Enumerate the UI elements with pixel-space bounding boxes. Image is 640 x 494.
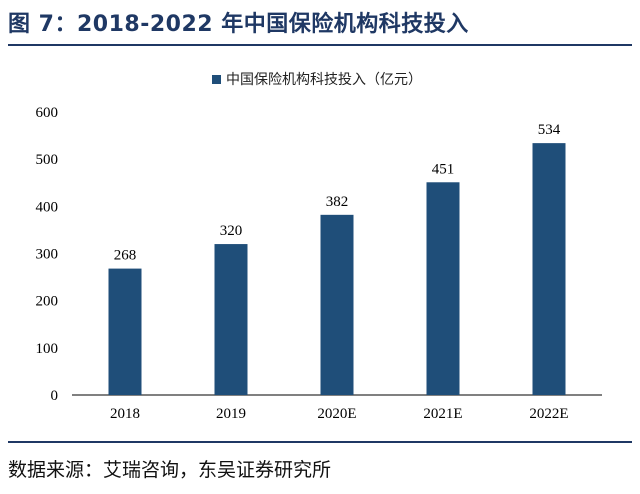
bar bbox=[426, 182, 460, 395]
bar bbox=[532, 143, 566, 395]
data-labels: 268 320 382 451 534 bbox=[114, 122, 561, 263]
data-label: 320 bbox=[220, 223, 243, 239]
x-axis: 2018 2019 2020E 2021E 2022E bbox=[72, 394, 602, 422]
y-tick-label: 300 bbox=[36, 247, 59, 263]
x-tick-label: 2020E bbox=[317, 406, 356, 422]
bar bbox=[320, 214, 354, 395]
x-tick-label: 2021E bbox=[423, 406, 462, 422]
data-label: 534 bbox=[538, 122, 561, 138]
source-note: 数据来源：艾瑞咨询，东吴证券研究所 bbox=[8, 459, 332, 481]
y-tick-label: 600 bbox=[36, 105, 59, 121]
chart-legend: 中国保险机构科技投入（亿元） bbox=[212, 72, 422, 88]
bar bbox=[214, 244, 248, 395]
y-tick-label: 400 bbox=[36, 199, 59, 215]
x-tick-label: 2019 bbox=[216, 406, 246, 422]
legend-label: 中国保险机构科技投入（亿元） bbox=[226, 72, 422, 88]
title-rule bbox=[8, 44, 632, 46]
bar bbox=[108, 268, 142, 395]
data-label: 451 bbox=[432, 161, 455, 177]
x-tick-label: 2022E bbox=[529, 406, 568, 422]
y-tick-label: 200 bbox=[36, 294, 59, 310]
figure-title: 图 7：2018-2022 年中国保险机构科技投入 bbox=[8, 12, 469, 37]
data-label: 268 bbox=[114, 248, 137, 264]
data-label: 382 bbox=[326, 194, 349, 210]
y-axis: 0 100 200 300 400 500 600 bbox=[36, 105, 59, 404]
bar-chart: 中国保险机构科技投入（亿元） 0 100 200 300 400 500 600 2018 2… bbox=[0, 52, 640, 437]
x-tick-label: 2018 bbox=[110, 406, 140, 422]
source-rule bbox=[8, 441, 632, 443]
bar-series bbox=[108, 143, 566, 395]
y-tick-label: 100 bbox=[36, 341, 59, 357]
y-tick-label: 0 bbox=[51, 388, 59, 404]
legend-swatch bbox=[212, 75, 221, 84]
y-tick-label: 500 bbox=[36, 152, 59, 168]
